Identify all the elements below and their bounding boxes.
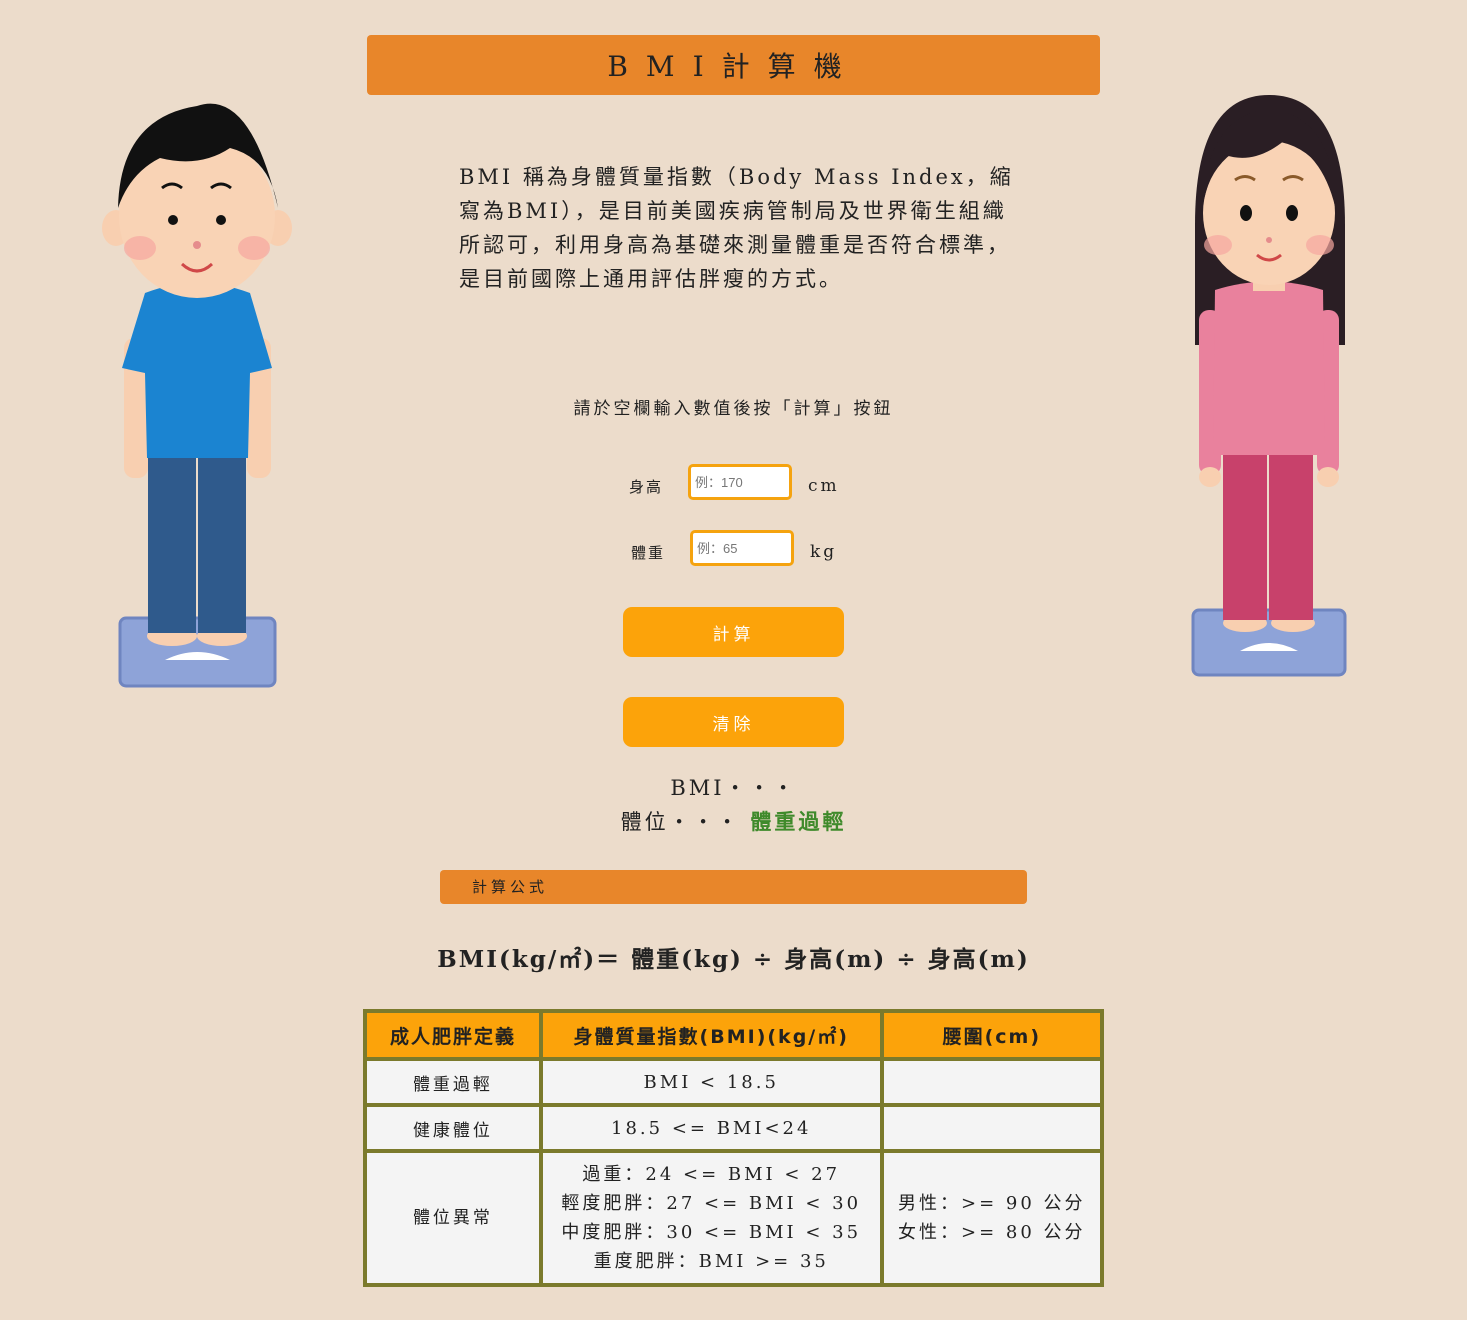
bmi-formula: BMI(kg/㎡)＝ 體重(kg) ÷ 身高(m) ÷ 身高(m)	[437, 946, 1030, 973]
body-type-result: 體位・・・ 體重過輕	[0, 806, 1467, 836]
waist-line: 男性：>= 90 公分	[898, 1193, 1086, 1214]
input-instruction: 請於空欄輸入數值後按「計算」按鈕	[573, 399, 894, 419]
table-row: 體位異常 過重：24 <= BMI < 27 輕度肥胖：27 <= BMI < …	[367, 1153, 1100, 1283]
body-type-label: 體位・・・	[620, 810, 741, 834]
table-header: 身體質量指數(BMI)(kg/㎡)	[542, 1013, 880, 1057]
table-cell-waist	[883, 1107, 1100, 1149]
table-cell-category: 體重過輕	[367, 1061, 539, 1103]
table-row: 健康體位 18.5 <= BMI<24	[367, 1107, 1100, 1149]
bmi-result: BMI・・・	[0, 772, 1467, 802]
bmi-range-line: 中度肥胖：30 <= BMI < 35	[561, 1222, 862, 1243]
clear-button[interactable]: 清除	[623, 697, 844, 747]
table-header: 腰圍(cm)	[883, 1013, 1100, 1057]
bmi-range-line: 過重：24 <= BMI < 27	[582, 1164, 841, 1185]
table-cell-bmi: 過重：24 <= BMI < 27 輕度肥胖：27 <= BMI < 30 中度…	[542, 1153, 880, 1283]
table-cell-bmi: 18.5 <= BMI<24	[542, 1107, 880, 1149]
weight-unit: kg	[810, 542, 838, 562]
waist-line: 女性：>= 80 公分	[898, 1222, 1086, 1243]
body-type-value: 體重過輕	[750, 810, 847, 834]
page-title: BMI計算機	[367, 35, 1100, 95]
table-cell-category: 健康體位	[367, 1107, 539, 1149]
bmi-range-line: 輕度肥胖：27 <= BMI < 30	[561, 1193, 862, 1214]
table-row: 體重過輕 BMI < 18.5	[367, 1061, 1100, 1103]
intro-text: BMI 稱為身體質量指數（Body Mass Index，縮寫為BMI），是目前…	[459, 165, 1014, 291]
calculate-button[interactable]: 計算	[623, 607, 844, 657]
bmi-definition-table: 成人肥胖定義 身體質量指數(BMI)(kg/㎡) 腰圍(cm) 體重過輕 BMI…	[363, 1009, 1104, 1287]
table-header-row: 成人肥胖定義 身體質量指數(BMI)(kg/㎡) 腰圍(cm)	[367, 1013, 1100, 1057]
boy-illustration-icon	[102, 103, 292, 688]
weight-label: 體重	[631, 544, 666, 562]
height-label: 身高	[629, 478, 664, 496]
girl-illustration-icon	[1191, 95, 1347, 677]
table-cell-category: 體位異常	[367, 1153, 539, 1283]
height-unit: cm	[808, 476, 840, 496]
table-cell-bmi: BMI < 18.5	[542, 1061, 880, 1103]
table-cell-waist	[883, 1061, 1100, 1103]
table-header: 成人肥胖定義	[367, 1013, 539, 1057]
bmi-result-label: BMI・・・	[670, 776, 797, 800]
weight-input[interactable]	[690, 530, 794, 566]
formula-section-title: 計算公式	[440, 870, 1027, 904]
table-cell-waist: 男性：>= 90 公分 女性：>= 80 公分	[883, 1153, 1100, 1283]
height-input[interactable]	[688, 464, 792, 500]
bmi-range-line: 重度肥胖：BMI >= 35	[593, 1251, 829, 1272]
